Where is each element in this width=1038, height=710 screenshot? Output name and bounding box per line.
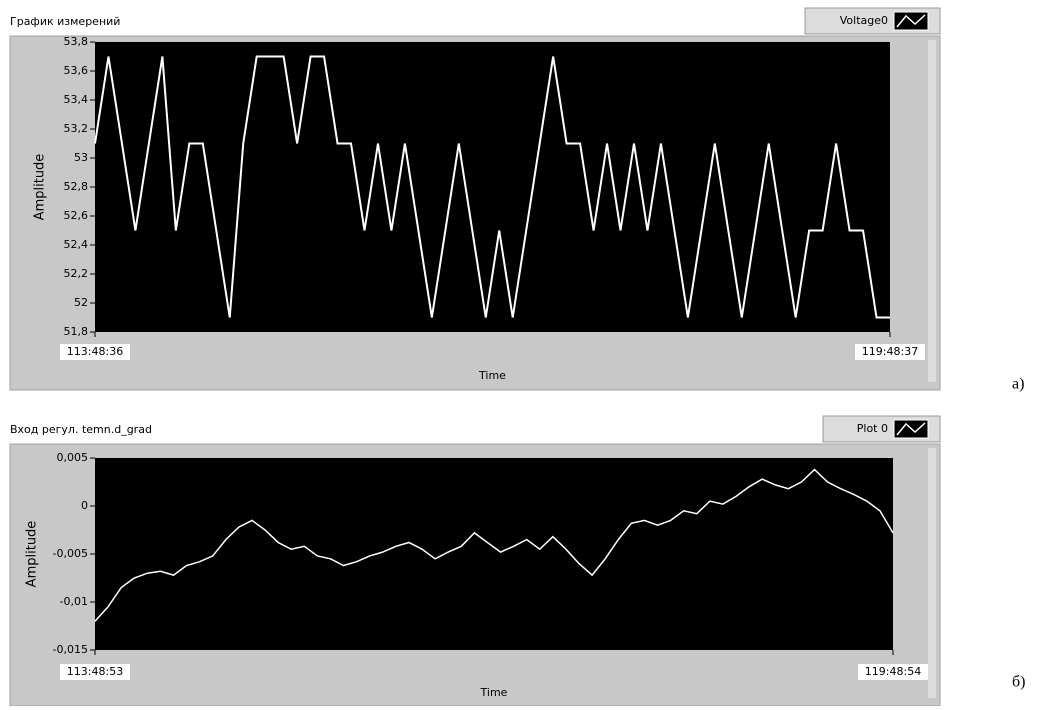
x-axis-label: Time (478, 369, 506, 382)
y-tick-label: 52,2 (64, 267, 89, 280)
y-tick-label: 0 (81, 499, 88, 512)
plot-area (95, 458, 893, 650)
y-tick-label: -0,015 (53, 643, 88, 656)
y-tick-label: 52 (74, 296, 88, 309)
y-tick-label: 53,6 (64, 64, 89, 77)
y-tick-label: 53 (74, 151, 88, 164)
plot-area (95, 42, 890, 332)
y-tick-label: 53,8 (64, 35, 89, 48)
legend-icon (896, 14, 926, 28)
panel-label: б) (1012, 674, 1025, 691)
series-line (94, 55, 890, 319)
y-tick-label: -0,005 (53, 547, 88, 560)
scroll-strip (928, 40, 936, 382)
scroll-strip (928, 448, 936, 698)
legend-label: Voltage0 (840, 14, 888, 27)
x-tick-label: 119:48:37 (862, 345, 918, 358)
x-tick-box (855, 344, 925, 360)
x-tick-label: 119:48:54 (865, 665, 921, 678)
chart-title: График измерений (10, 15, 120, 28)
series-line (94, 468, 894, 622)
x-tick-label: 113:48:53 (67, 665, 123, 678)
y-axis-label: Amplitude (25, 521, 40, 588)
y-tick-label: 51,8 (64, 325, 89, 338)
y-tick-label: 52,4 (64, 238, 89, 251)
x-tick-box (858, 664, 928, 680)
y-axis-label: Amplitude (33, 154, 48, 221)
y-tick-label: -0,01 (60, 595, 88, 608)
y-tick-label: 52,8 (64, 180, 89, 193)
x-tick-box (60, 344, 130, 360)
y-tick-label: 53,2 (64, 122, 89, 135)
y-tick-label: 0,005 (57, 451, 89, 464)
y-tick-label: 53,4 (64, 93, 89, 106)
legend-icon (896, 422, 926, 436)
x-tick-label: 113:48:36 (67, 345, 123, 358)
y-tick-label: 52,6 (64, 209, 89, 222)
x-axis-label: Time (480, 686, 508, 699)
x-tick-box (60, 664, 130, 680)
chart-title: Вход регул. temn.d_grad (10, 423, 152, 436)
panel-label: а) (1012, 376, 1024, 393)
legend-label: Plot 0 (857, 422, 888, 435)
